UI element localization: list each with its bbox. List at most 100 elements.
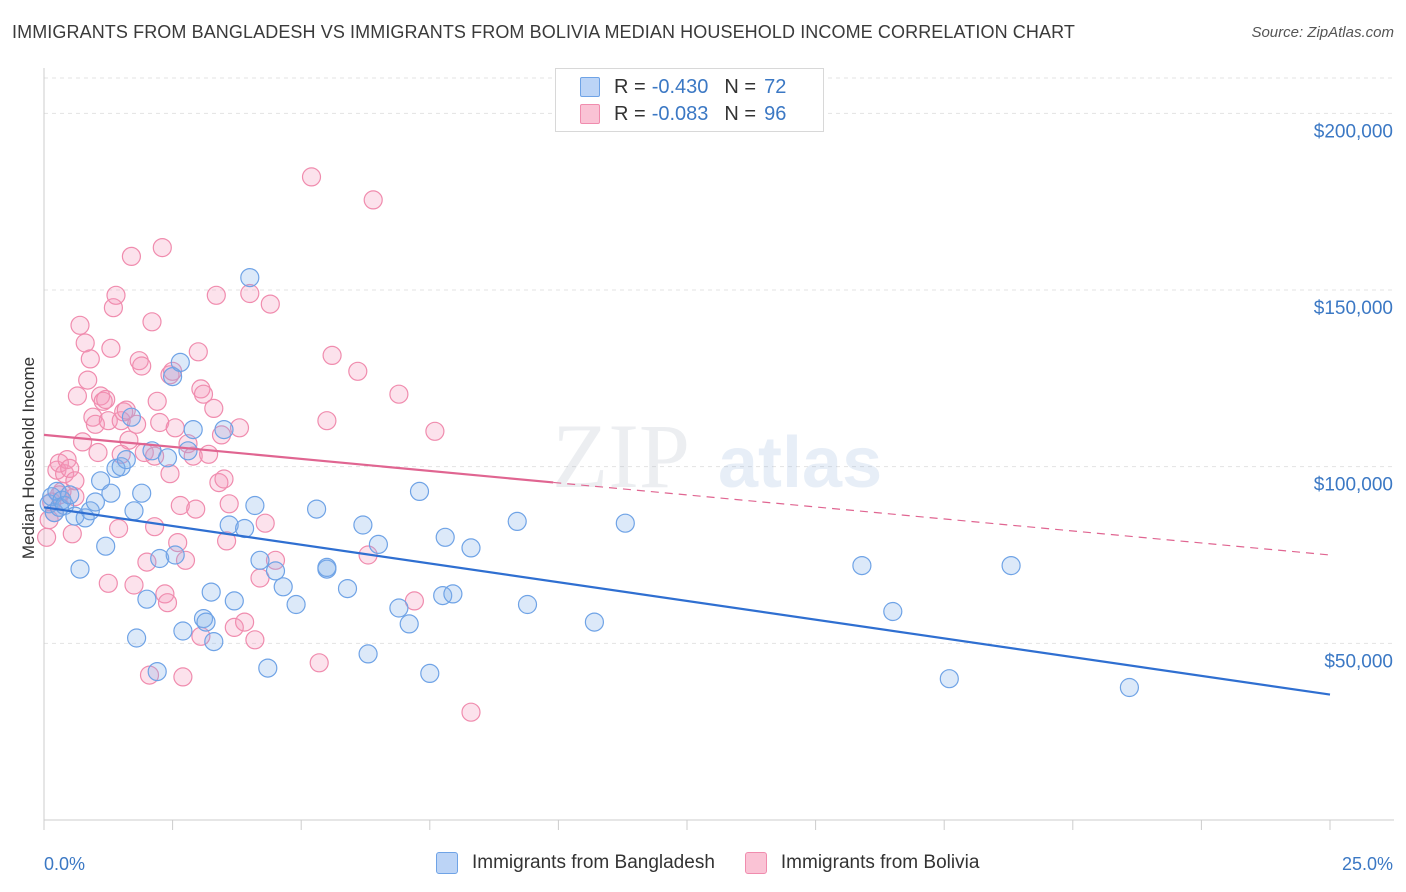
x-tick-label: 25.0% — [1342, 854, 1393, 874]
point-bangladesh — [615, 513, 635, 533]
point-bangladesh — [443, 584, 463, 604]
point-bolivia — [235, 612, 255, 632]
point-bangladesh — [137, 589, 157, 609]
legend-swatch-bolivia — [580, 104, 600, 124]
legend-r-label: R = — [614, 75, 646, 98]
series-legend: Immigrants from Bangladesh Immigrants fr… — [436, 852, 1009, 874]
point-bolivia — [60, 458, 80, 478]
point-bangladesh — [584, 612, 605, 632]
y-axis-title: Median Household Income — [19, 357, 38, 559]
watermark: ZIP atlas — [552, 405, 882, 507]
point-bolivia — [137, 552, 157, 572]
point-bolivia — [62, 524, 82, 544]
watermark-atlas: atlas — [718, 423, 882, 503]
trendline-bolivia — [43, 433, 554, 484]
point-bolivia — [175, 550, 196, 570]
legend-row-bangladesh: R = -0.430 N = 72 — [580, 74, 786, 100]
legend-r-value: -0.083 — [651, 102, 709, 125]
trend-lines — [43, 433, 1331, 696]
point-bangladesh — [1119, 677, 1140, 698]
y-tick-label: $200,000 — [1314, 121, 1393, 142]
point-bolivia — [67, 386, 88, 406]
point-bangladesh — [399, 614, 419, 634]
point-bolivia — [301, 167, 322, 187]
point-bolivia — [121, 246, 141, 266]
point-bangladesh — [150, 548, 170, 569]
point-bolivia — [142, 312, 162, 332]
point-bangladesh — [157, 448, 178, 468]
legend-r-label: R = — [614, 102, 646, 125]
point-bolivia — [348, 361, 368, 381]
point-bolivia — [191, 379, 211, 399]
point-bangladesh — [507, 511, 527, 532]
series-label-bangladesh: Immigrants from Bangladesh — [472, 852, 715, 873]
point-bolivia — [186, 499, 206, 519]
legend-n-value: 72 — [764, 75, 787, 98]
trendline-bangladesh — [43, 506, 1331, 696]
point-bolivia — [214, 469, 234, 489]
point-bangladesh — [127, 628, 147, 648]
point-bolivia — [170, 495, 190, 516]
point-bangladesh — [170, 352, 190, 372]
point-bolivia — [193, 384, 214, 404]
series-legend-bangladesh[interactable]: Immigrants from Bangladesh — [436, 852, 715, 874]
y-tick-label: $50,000 — [1324, 651, 1393, 672]
point-bolivia — [389, 384, 409, 404]
point-bolivia — [229, 418, 250, 438]
point-bolivia — [183, 446, 203, 466]
point-bangladesh — [307, 499, 327, 519]
point-bolivia — [101, 338, 121, 358]
legend-n-label: N = — [724, 102, 757, 125]
point-bangladesh — [461, 538, 481, 558]
point-bolivia — [211, 425, 232, 445]
trendline-bolivia-dashed — [553, 481, 1331, 556]
point-bolivia — [65, 471, 85, 491]
point-bangladesh — [165, 545, 185, 565]
point-bolivia — [206, 285, 226, 305]
point-bolivia — [147, 391, 167, 411]
point-bangladesh — [193, 608, 214, 629]
point-bolivia — [188, 342, 208, 362]
point-bolivia — [152, 238, 172, 258]
point-bangladesh — [317, 557, 337, 578]
point-bangladesh — [337, 578, 358, 599]
point-bolivia — [88, 442, 108, 463]
axes — [43, 68, 1394, 830]
point-bangladesh — [178, 441, 198, 461]
point-bolivia — [255, 513, 275, 533]
point-bangladesh — [852, 555, 872, 576]
point-bolivia — [132, 356, 152, 376]
point-bangladesh — [121, 407, 141, 427]
point-bangladesh — [101, 483, 121, 503]
point-bolivia — [204, 398, 224, 418]
point-bolivia — [54, 464, 75, 484]
point-bangladesh — [124, 501, 144, 521]
point-bolivia — [106, 285, 126, 305]
point-bangladesh — [173, 621, 193, 641]
point-bolivia — [245, 630, 265, 650]
point-bangladesh — [358, 644, 378, 664]
point-bolivia — [461, 702, 481, 722]
point-bangladesh — [245, 495, 265, 516]
legend-n-label: N = — [724, 75, 757, 98]
point-bolivia — [78, 370, 98, 390]
point-bolivia — [265, 550, 286, 570]
series-swatch-bangladesh — [436, 852, 458, 874]
point-bolivia — [96, 389, 116, 410]
point-bolivia — [150, 412, 170, 433]
point-bolivia — [98, 573, 118, 593]
point-bangladesh — [224, 591, 244, 611]
point-bolivia — [80, 349, 100, 369]
legend-r-value: -0.430 — [651, 75, 709, 98]
point-bangladesh — [389, 598, 409, 618]
point-bangladesh — [420, 663, 440, 684]
chart-title: IMMIGRANTS FROM BANGLADESH VS IMMIGRANTS… — [12, 22, 1075, 42]
point-bangladesh — [258, 658, 278, 678]
point-bangladesh — [201, 582, 221, 602]
point-bangladesh — [353, 515, 373, 535]
point-bolivia — [209, 473, 229, 493]
point-bolivia — [217, 531, 237, 551]
series-legend-bolivia[interactable]: Immigrants from Bolivia — [744, 852, 979, 874]
point-bangladesh — [273, 577, 293, 597]
